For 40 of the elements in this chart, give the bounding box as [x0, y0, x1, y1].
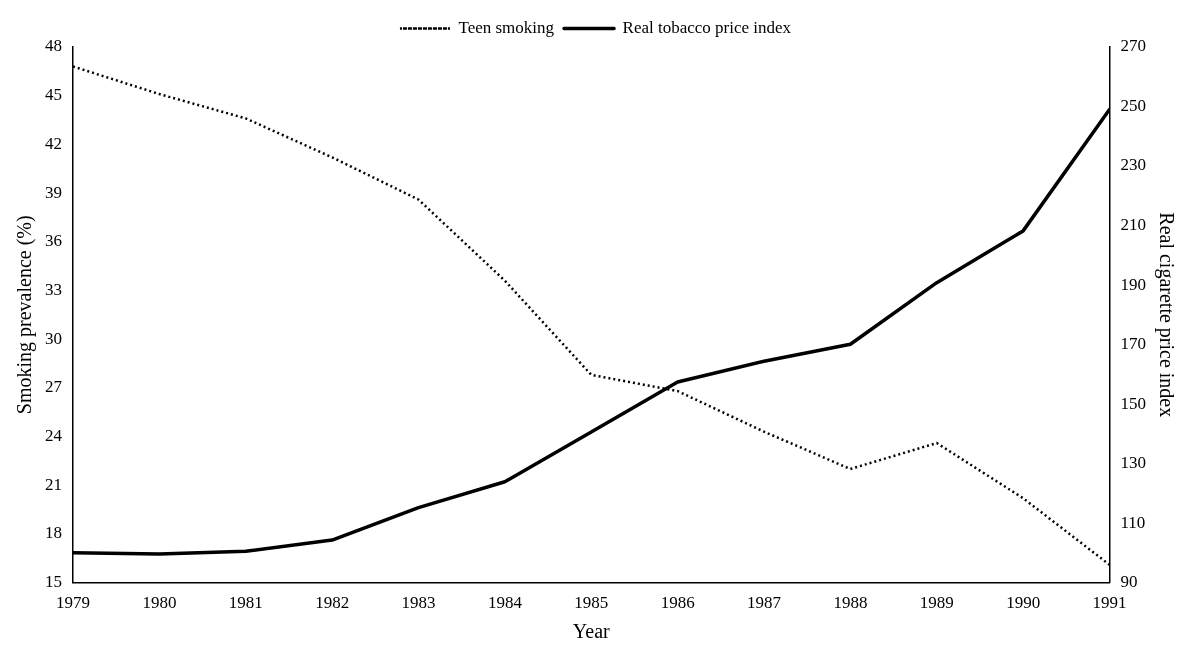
x-tick-label: 1989 [919, 593, 954, 613]
y2-tick-label: 250 [1120, 95, 1146, 115]
x-tick-label: 1988 [833, 593, 868, 613]
legend-label: Real tobacco price index [622, 17, 792, 37]
x-tick-label: 1981 [228, 593, 263, 613]
y-tick-label: 33 [45, 279, 62, 299]
y-tick-label: 18 [45, 523, 62, 543]
x-tick-label: 1990 [1006, 593, 1041, 613]
y2-tick-label: 230 [1120, 155, 1146, 175]
y2-tick-label: 110 [1120, 512, 1146, 532]
y2-tick-label: 270 [1120, 36, 1146, 56]
y-tick-label: 24 [45, 426, 63, 445]
x-tick-label: 1980 [142, 593, 177, 613]
x-axis-title: Year [572, 620, 611, 643]
y2-tick-label: 170 [1120, 334, 1146, 354]
y2-tick-label: 210 [1120, 215, 1146, 234]
y-tick-label: 30 [45, 328, 62, 348]
x-tick-label: 1987 [747, 593, 782, 613]
y2-tick-label: 130 [1120, 453, 1146, 473]
y-tick-label: 21 [45, 474, 62, 494]
y2-tick-label: 190 [1120, 274, 1146, 294]
x-tick-label: 1984 [487, 593, 523, 613]
legend-label: Teen smoking [458, 17, 555, 37]
y2-tick-label: 150 [1120, 393, 1146, 413]
y-tick-label: 15 [45, 572, 62, 592]
x-tick-label: 1979 [56, 593, 90, 613]
y-tick-label: 36 [45, 231, 62, 251]
y2-axis-title: Real cigarette price index [1154, 212, 1178, 418]
y-axis-title: Smoking prevalence (%) [13, 215, 37, 415]
y-tick-label: 27 [45, 377, 63, 397]
y-tick-label: 48 [45, 36, 62, 56]
x-tick-label: 1983 [401, 593, 436, 613]
x-tick-label: 1986 [660, 593, 695, 613]
x-tick-label: 1985 [574, 593, 609, 613]
x-tick-label: 1991 [1092, 593, 1127, 613]
y2-tick-label: 90 [1120, 572, 1138, 592]
y-tick-label: 39 [45, 182, 62, 202]
x-tick-label: 1982 [315, 593, 350, 613]
y-tick-label: 45 [45, 85, 62, 105]
y-tick-label: 42 [45, 133, 62, 153]
